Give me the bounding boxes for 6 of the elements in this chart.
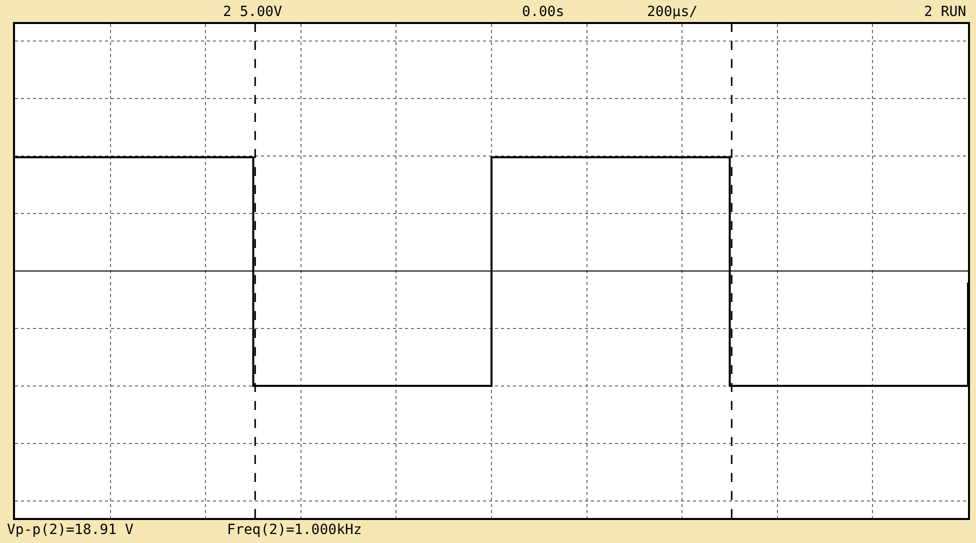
text: 200µs/ — [647, 4, 698, 20]
text: 2 5.00V — [223, 4, 283, 20]
text: Vp-p(2)=18.91 V — [7, 522, 134, 538]
text: Freq(2)=1.000kHz — [227, 522, 362, 538]
text: 2 RUN — [924, 4, 966, 20]
text: 0.00s — [522, 4, 564, 20]
